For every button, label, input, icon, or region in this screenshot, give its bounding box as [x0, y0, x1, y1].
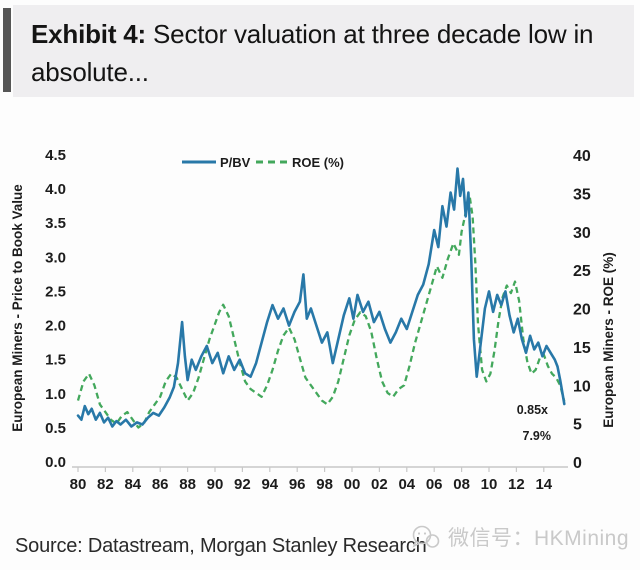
pbv-series-line [76, 167, 566, 428]
x-tick-label: 04 [398, 476, 415, 493]
y-right-axis-title: European Miners - ROE (%) [601, 252, 616, 428]
y-left-tick-label: 3.0 [45, 249, 66, 266]
x-tick-label: 14 [535, 476, 552, 493]
roe-series-line [76, 196, 566, 429]
x-tick-label: 94 [261, 476, 278, 493]
x-axis-ticks: 80 82 84 86 88 90 92 94 96 98 00 02 04 06 08 10 12 14 [70, 467, 553, 493]
y-left-axis-title: European Miners - Price to Book Value [10, 184, 25, 432]
x-tick-label: 84 [124, 476, 141, 493]
x-tick-label: 96 [289, 476, 306, 493]
x-tick-label: 00 [344, 476, 361, 493]
y-right-tick-label: 40 [573, 148, 591, 165]
y-right-tick-label: 15 [573, 340, 591, 357]
x-tick-label: 02 [371, 476, 388, 493]
y-right-tick-label: 10 [573, 378, 591, 395]
y-right-tick-label: 35 [573, 186, 591, 203]
y-right-tick-label: 30 [573, 225, 591, 242]
x-tick-label: 88 [179, 476, 196, 493]
x-tick-label: 86 [152, 476, 169, 493]
x-tick-label: 82 [97, 476, 114, 493]
exhibit-title-text-line2: absolute... [31, 57, 149, 87]
y-left-tick-label: 2.5 [45, 283, 66, 300]
title-left-edge-bar [3, 8, 11, 92]
roe-latest-annotation: 7.9% [523, 429, 552, 443]
y-right-tick-label: 0 [573, 455, 582, 472]
exhibit-title-text-line1: Sector valuation at three decade low in [146, 19, 594, 49]
y-left-tick-label: 4.5 [45, 147, 66, 164]
y-left-ticks: 0.0 0.5 1.0 1.5 2.0 2.5 3.0 3.5 4.0 4.5 [45, 147, 66, 471]
x-tick-label: 12 [508, 476, 525, 493]
y-left-tick-label: 2.0 [45, 318, 66, 335]
x-tick-label: 90 [207, 476, 224, 493]
y-left-tick-label: 4.0 [45, 181, 66, 198]
y-left-tick-label: 0.0 [45, 454, 66, 471]
x-tick-label: 92 [234, 476, 251, 493]
watermark: 微信号：HKMining [410, 522, 629, 552]
y-right-ticks: 0 5 10 15 20 25 30 35 40 [573, 148, 591, 472]
x-tick-label: 08 [453, 476, 470, 493]
y-right-tick-label: 25 [573, 263, 591, 280]
y-left-tick-label: 1.0 [45, 386, 66, 403]
x-tick-label: 80 [70, 476, 87, 493]
y-left-tick-label: 0.5 [45, 420, 66, 437]
y-left-tick-label: 1.5 [45, 352, 66, 369]
wechat-icon [412, 525, 440, 548]
y-right-tick-label: 20 [573, 302, 591, 319]
y-left-tick-label: 3.5 [45, 215, 66, 232]
source-line: Source: Datastream, Morgan Stanley Resea… [15, 535, 427, 557]
pbv-latest-annotation: 0.85x [517, 403, 548, 417]
y-right-tick-label: 5 [573, 417, 582, 434]
legend-roe-label: ROE (%) [292, 155, 344, 170]
x-tick-label: 10 [481, 476, 498, 493]
x-tick-label: 98 [316, 476, 333, 493]
exhibit-title-label: Exhibit 4: [31, 19, 147, 49]
legend-pbv-label: P/BV [220, 155, 251, 170]
exhibit-title: Exhibit 4: Sector valuation at three dec… [13, 5, 634, 97]
chart-legend: P/BV ROE (%) [182, 155, 344, 170]
watermark-text: 微信号：HKMining [448, 527, 630, 550]
x-tick-label: 06 [426, 476, 443, 493]
